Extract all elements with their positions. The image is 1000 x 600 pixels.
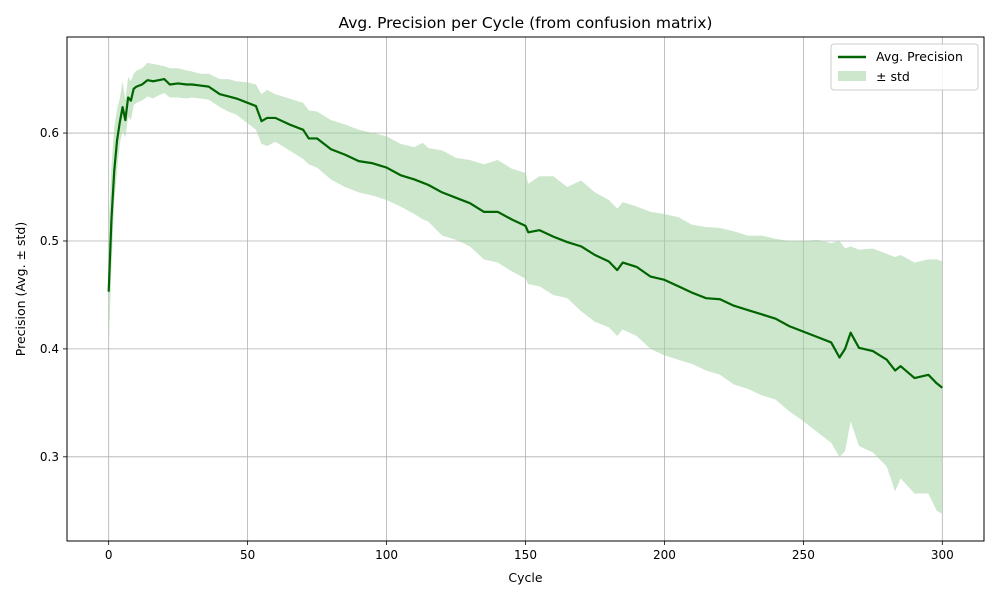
legend-band-swatch [838,71,866,81]
y-axis: 0.3 0.4 0.5 0.6 [40,126,67,464]
avg-precision-line [107,77,943,389]
x-tick-label: 200 [653,548,676,562]
x-tick-label: 0 [105,548,113,562]
y-tick-label: 0.6 [40,126,59,140]
std-band [108,62,943,515]
chart-title: Avg. Precision per Cycle (from confusion… [339,14,713,32]
legend-label-avg-precision: Avg. Precision [876,49,963,64]
y-tick-label: 0.4 [40,342,59,356]
x-tick-label: 100 [375,548,398,562]
legend: Avg. Precision ± std [830,43,979,91]
legend-label-std: ± std [876,69,910,84]
x-tick-label: 150 [514,548,537,562]
y-tick-label: 0.3 [40,450,59,464]
x-tick-label: 50 [240,548,255,562]
x-tick-label: 300 [931,548,954,562]
y-axis-title: Precision (Avg. ± std) [13,222,28,356]
legend-box [830,43,979,91]
x-axis: 0 50 100 150 200 250 300 [105,541,954,562]
x-tick-label: 250 [792,548,815,562]
x-axis-title: Cycle [508,570,542,585]
y-tick-label: 0.5 [40,234,59,248]
